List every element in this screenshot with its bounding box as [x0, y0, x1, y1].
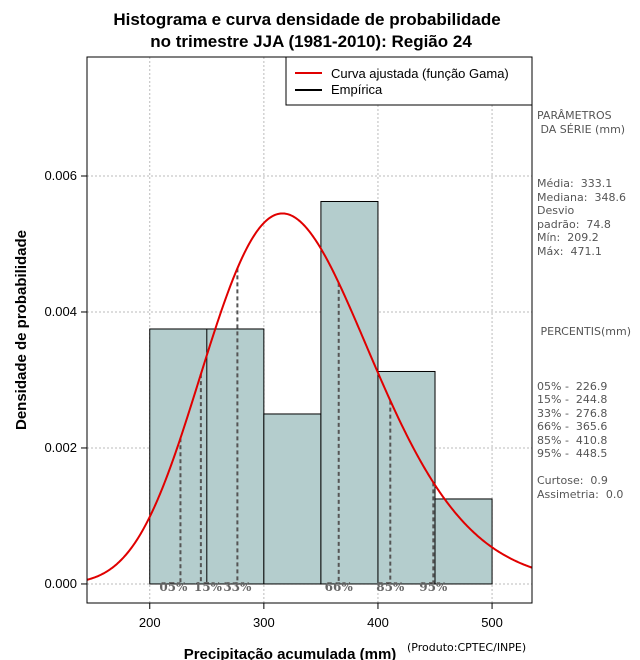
y-axis-label: Densidade de probabilidade — [13, 230, 30, 430]
stats-panel: PARÂMETROS DA SÉRIE (mm) Média: 333.1 Me… — [537, 82, 626, 272]
chart-title-line-1: Histograma e curva densidade de probabil… — [113, 10, 500, 29]
percentis-panel-values: 05% - 226.9 15% - 244.8 33% - 276.8 66% … — [537, 379, 624, 501]
histogram-bars — [149, 200, 493, 585]
x-axis: 200 300 400 500 — [139, 603, 503, 630]
chart-title-line-2: no trimestre JJA (1981-2010): Região 24 — [150, 32, 472, 51]
histogram-bar — [434, 498, 493, 585]
percentile-label: 15% — [194, 580, 223, 594]
x-tick-label: 400 — [367, 615, 389, 630]
percentile-label: 66% — [325, 580, 354, 594]
x-tick-label: 200 — [139, 615, 161, 630]
percentile-label: 85% — [376, 580, 405, 594]
histogram-bar — [263, 413, 322, 585]
percentile-label: 95% — [419, 580, 448, 594]
legend-box — [285, 56, 533, 106]
density-curve — [86, 212, 533, 581]
gamma-curve — [86, 212, 533, 581]
legend-label-empirical: Empírica — [331, 82, 383, 97]
percentis-panel-title: PERCENTIS(mm) — [537, 325, 631, 338]
y-tick-label: 0.006 — [44, 168, 77, 183]
y-tick-label: 0.002 — [44, 440, 77, 455]
x-tick-label: 500 — [481, 615, 503, 630]
y-tick-label: 0.004 — [44, 304, 77, 319]
x-tick-label: 300 — [253, 615, 275, 630]
percentile-label: 33% — [223, 580, 252, 594]
stats-panel-values: Média: 333.1 Mediana: 348.6 Desvio padrã… — [537, 177, 626, 258]
chart-title: Histograma e curva densidade de probabil… — [113, 10, 500, 51]
y-tick-label: 0.000 — [44, 576, 77, 591]
y-axis: 0.000 0.002 0.004 0.006 — [44, 168, 87, 591]
percentile-markers: 05% 15% 33% 66% 85% 95% — [159, 268, 448, 594]
percentis-panel: PERCENTIS(mm) 05% - 226.9 15% - 244.8 33… — [537, 298, 631, 515]
histogram-bar — [320, 200, 379, 585]
x-axis-label: Precipitação acumulada (mm) — [184, 646, 397, 660]
legend: Curva ajustada (função Gama) Empírica — [285, 56, 533, 106]
histogram-bar — [377, 370, 436, 585]
legend-label-curve: Curva ajustada (função Gama) — [331, 66, 509, 81]
credit-label: (Produto:CPTEC/INPE) — [407, 641, 526, 654]
percentile-label: 05% — [159, 580, 188, 594]
stats-panel-title: PARÂMETROS DA SÉRIE (mm) — [537, 109, 626, 136]
